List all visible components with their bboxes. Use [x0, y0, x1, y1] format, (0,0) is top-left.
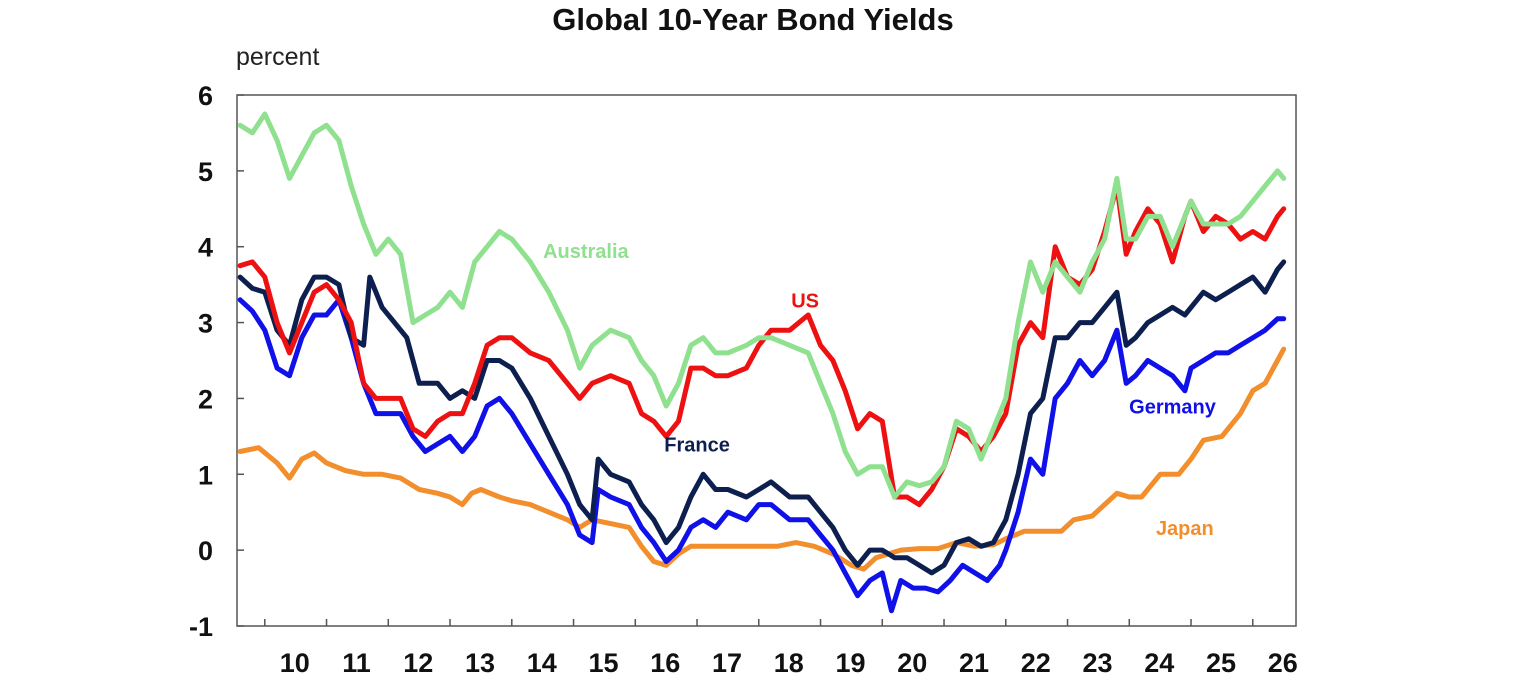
x-tick-label: 20	[897, 648, 927, 678]
x-tick-label: 13	[465, 648, 495, 678]
series-label-france: France	[664, 435, 730, 457]
series-label-australia: Australia	[543, 241, 629, 263]
x-tick-label: 22	[1021, 648, 1051, 678]
y-tick-label: 0	[198, 536, 213, 566]
series-line-germany	[237, 297, 1287, 614]
x-tick-label: 17	[712, 648, 742, 678]
y-tick-label: 1	[198, 460, 213, 490]
y-tick-label: 6	[198, 81, 213, 111]
series-line-us	[237, 183, 1287, 508]
x-tick-label: 18	[774, 648, 804, 678]
y-tick-label: 5	[198, 157, 213, 187]
series-line-japan	[237, 346, 1287, 572]
x-tick-label: 16	[650, 648, 680, 678]
series-line-australia	[237, 111, 1287, 500]
plot-area-frame	[236, 94, 1297, 627]
y-tick-label: 4	[198, 233, 213, 263]
x-tick-label: 24	[1144, 648, 1174, 678]
x-tick-label: 14	[527, 648, 557, 678]
y-axis-unit-label: percent	[236, 43, 320, 71]
x-tick-label: 25	[1206, 648, 1236, 678]
y-tick-label: 2	[198, 384, 213, 414]
x-tick-label: 11	[342, 648, 371, 678]
series-label-germany: Germany	[1129, 397, 1217, 419]
x-tick-label: 12	[403, 648, 433, 678]
x-tick-label: 23	[1083, 648, 1113, 678]
x-tick-label: 21	[959, 648, 989, 678]
y-tick-label: 3	[198, 309, 213, 339]
series-line-france	[237, 259, 1287, 576]
y-tick-label: -1	[189, 612, 213, 642]
series-group	[237, 111, 1287, 614]
x-tick-label: 15	[589, 648, 619, 678]
series-label-japan: Japan	[1156, 518, 1214, 540]
series-label-us: US	[791, 290, 819, 312]
x-axis: 10 11 12 13 14 15 16 17 18 19 20 21 22 23 24 25 26	[264, 619, 1298, 678]
x-tick-label: 26	[1268, 648, 1298, 678]
y-axis: -1 0 1 2 3 4 5 6	[189, 81, 244, 642]
chart-title: Global 10-Year Bond Yields	[552, 2, 954, 37]
series-labels: Australia US France Germany Japan	[543, 241, 1217, 540]
x-tick-label: 10	[280, 648, 310, 678]
x-tick-label: 19	[836, 648, 866, 678]
